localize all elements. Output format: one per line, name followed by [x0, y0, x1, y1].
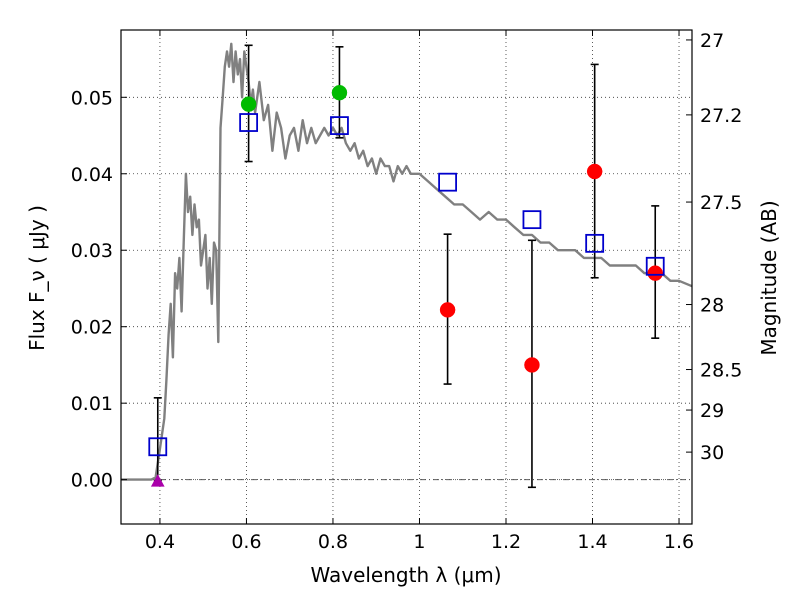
right-tick-label: 30 — [700, 442, 724, 464]
y-tick-label: 0.00 — [71, 470, 113, 492]
observed-fluxes-point — [647, 265, 663, 281]
y-tick-label: 0.02 — [71, 317, 113, 339]
right-tick-label: 27.2 — [700, 105, 742, 127]
observed-fluxes-point — [586, 163, 603, 180]
model-bandpass-fluxes-point — [330, 116, 349, 135]
x-tick-label: 1.2 — [491, 531, 521, 553]
marker-layer — [148, 84, 665, 487]
model-bandpass-fluxes-point — [645, 256, 665, 276]
model-bandpass-fluxes-point — [438, 172, 457, 192]
model-spectrum-layer — [121, 42, 693, 481]
right-tick-label: 27.5 — [700, 192, 742, 214]
y-tick-label: 0.05 — [71, 87, 113, 109]
right-axis-label: Magnitude (AB) — [757, 200, 781, 355]
model-bandpass-fluxes-point — [239, 113, 259, 132]
tick-layer: 0.4 0.6 0.8 1 1.2 1.4 1.6 0.00 0.01 0.02 0.03 0.04 0… — [71, 30, 743, 553]
x-axis-label: Wavelength λ (μm) — [310, 563, 501, 587]
y-axis-label: Flux F_ν ( μJy ) — [25, 205, 49, 351]
y-tick-label: 0.04 — [71, 164, 113, 186]
x-tick-label: 0.6 — [231, 531, 261, 553]
y-tick-label: 0.03 — [71, 240, 113, 262]
observed-fluxes-point — [524, 357, 540, 373]
green-fluxes-point — [331, 84, 348, 101]
right-tick-label: 28.5 — [700, 360, 742, 382]
model-bandpass-fluxes-point — [522, 210, 542, 230]
model-spectrum-line — [121, 42, 693, 481]
y-tick-label: 0.01 — [71, 393, 113, 415]
model-bandpass-fluxes-point — [148, 437, 168, 457]
right-tick-label: 29 — [700, 400, 724, 422]
right-tick-label: 28 — [700, 295, 724, 317]
model-bandpass-fluxes-point — [585, 233, 605, 253]
right-tick-label: 27 — [700, 30, 724, 52]
x-tick-label: 1.4 — [577, 531, 607, 553]
x-tick-label: 1 — [413, 531, 425, 553]
observed-fluxes-point — [439, 302, 456, 318]
plot-frame — [120, 29, 693, 525]
x-tick-label: 0.8 — [318, 531, 348, 553]
x-tick-label: 1.6 — [664, 531, 694, 553]
upper-limit-point — [150, 474, 165, 487]
x-tick-label: 0.4 — [145, 531, 175, 553]
green-fluxes-point — [240, 96, 257, 112]
errorbar-layer — [153, 44, 660, 489]
